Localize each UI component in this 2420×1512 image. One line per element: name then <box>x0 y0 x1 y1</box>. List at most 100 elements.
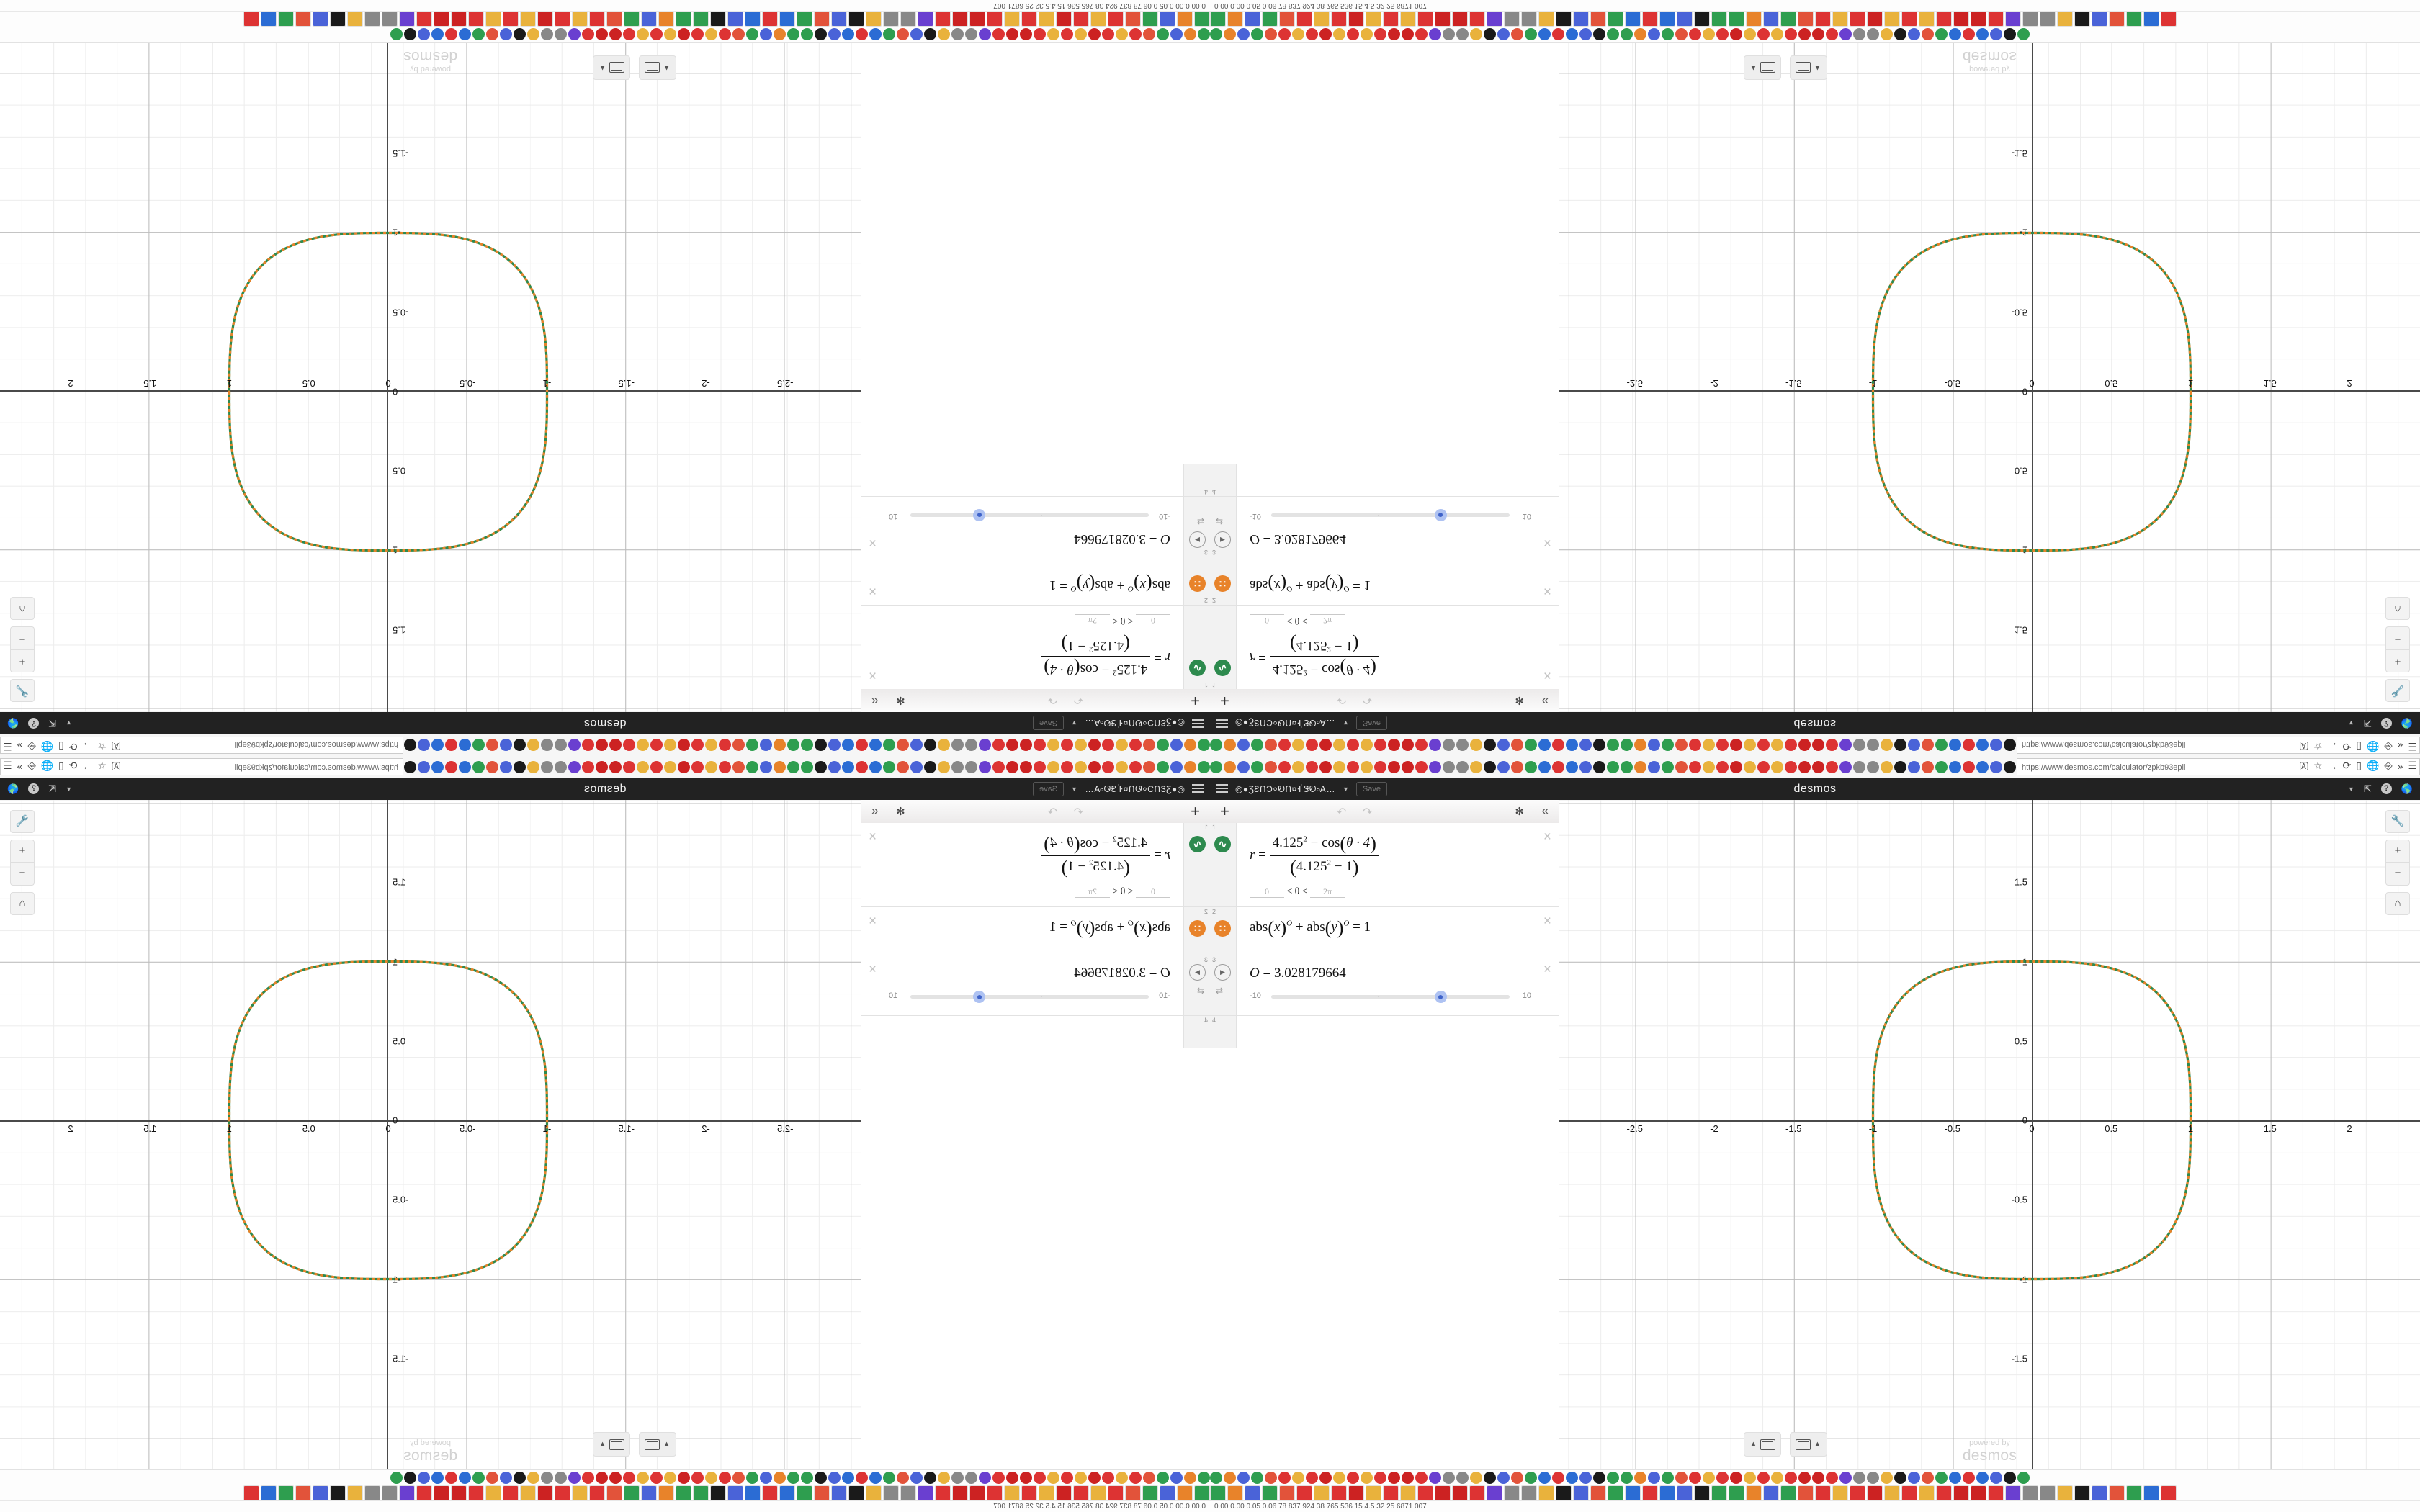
taskbar-row[interactable] <box>243 11 1210 27</box>
zoom-out-button[interactable]: − <box>10 863 35 886</box>
favicon-icon[interactable] <box>1744 760 1756 773</box>
favicon-icon[interactable] <box>719 1471 731 1484</box>
favicon-icon[interactable] <box>445 739 457 752</box>
domain-restriction[interactable]: 0 ≤ θ ≤ 2π <box>1250 614 1534 626</box>
favicon-icon[interactable] <box>503 1485 519 1501</box>
favicon-icon[interactable] <box>831 11 847 27</box>
graph-canvas[interactable]: -2.5-2-1.5-1-0.500.511.522.5 1.510.50-0.… <box>1559 800 2420 1470</box>
favicon-icon[interactable] <box>1075 28 1087 41</box>
zoom-out-button[interactable]: − <box>2385 626 2410 649</box>
favicon-icon[interactable] <box>650 1471 663 1484</box>
favicon-icon[interactable] <box>814 1485 830 1501</box>
favicon-icon[interactable] <box>1170 28 1183 41</box>
favicon-icon[interactable] <box>1675 760 1688 773</box>
favicon-icon[interactable] <box>623 28 635 41</box>
favicon-icon[interactable] <box>1361 739 1373 752</box>
favicon-icon[interactable] <box>1129 28 1142 41</box>
favicon-icon[interactable] <box>1894 28 1906 41</box>
favicon-icon[interactable] <box>1470 28 1482 41</box>
bookmark-bar-row-1[interactable] <box>1210 27 2030 42</box>
expression-row-1[interactable]: 1 ∿ × r = 4.1252 − cos(θ · 4) <box>1210 823 1559 907</box>
favicon-icon[interactable] <box>719 28 731 41</box>
favicon-icon[interactable] <box>678 1471 690 1484</box>
favicon-icon[interactable] <box>1815 11 1831 27</box>
favicon-icon[interactable] <box>1908 739 1920 752</box>
favicon-icon[interactable] <box>1400 1485 1416 1501</box>
favicon-icon[interactable] <box>1056 1485 1072 1501</box>
play-button-icon[interactable]: ▶ <box>1214 531 1231 548</box>
favicon-icon[interactable] <box>1456 739 1469 752</box>
favicon-icon[interactable] <box>1374 1471 1386 1484</box>
favicon-icon[interactable] <box>1881 739 1893 752</box>
favicon-icon[interactable] <box>746 739 758 752</box>
favicon-icon[interactable] <box>555 739 567 752</box>
favicon-icon[interactable] <box>1689 760 1701 773</box>
favicon-icon[interactable] <box>1142 11 1158 27</box>
favicon-icon[interactable] <box>1949 739 1961 752</box>
favicon-icon[interactable] <box>1593 28 1605 41</box>
favicon-icon[interactable] <box>787 1471 799 1484</box>
favicon-icon[interactable] <box>1039 1485 1054 1501</box>
favicon-icon[interactable] <box>623 1471 635 1484</box>
bookmark-bar-row-1[interactable] <box>1210 1470 2030 1485</box>
collapse-panel-button[interactable]: « <box>1541 804 1549 817</box>
delete-expression-button[interactable]: × <box>869 667 877 683</box>
favicon-icon[interactable] <box>1237 760 1250 773</box>
favicon-icon[interactable] <box>1292 1471 1304 1484</box>
keyboard-toggle-right[interactable]: ▲ <box>1790 1432 1827 1457</box>
favicon-icon[interactable] <box>445 1471 457 1484</box>
favicon-icon[interactable] <box>1417 1485 1433 1501</box>
expression-row-3[interactable]: 3 ▶ ⇄ × O = 3.028179664 <box>1210 496 1559 557</box>
convert-to-table-icon[interactable]: ⇄ <box>1216 516 1224 526</box>
favicon-icon[interactable] <box>1757 760 1770 773</box>
favicon-icon[interactable] <box>1826 28 1838 41</box>
favicon-icon[interactable] <box>1429 28 1441 41</box>
favicon-icon[interactable] <box>347 11 363 27</box>
favicon-icon[interactable] <box>434 11 449 27</box>
favicon-icon[interactable] <box>1832 11 1848 27</box>
favicon-icon[interactable] <box>1949 1471 1961 1484</box>
favicon-icon[interactable] <box>1227 1485 1243 1501</box>
zoom-out-button[interactable]: − <box>10 626 35 649</box>
favicon-icon[interactable] <box>1922 739 1934 752</box>
favicon-icon[interactable] <box>278 1485 294 1501</box>
expression-gutter[interactable]: 4 <box>1210 1016 1237 1048</box>
favicon-icon[interactable] <box>760 28 772 41</box>
forward-arrow-icon[interactable]: → <box>82 760 93 772</box>
undo-button[interactable]: ↶ <box>1073 806 1083 819</box>
star-icon[interactable]: ☆ <box>97 760 107 771</box>
forward-arrow-icon[interactable]: → <box>2327 740 2338 752</box>
expression-content[interactable]: × r = 4.1252 − cos(θ · 4) (4.1252 − 1) <box>1237 606 1559 689</box>
favicon-icon[interactable] <box>952 1485 968 1501</box>
favicon-icon[interactable] <box>1319 739 1332 752</box>
favicon-icon[interactable] <box>1075 739 1087 752</box>
favicon-icon[interactable] <box>897 760 909 773</box>
expression-gutter[interactable]: 3 ▶ ⇄ <box>1210 955 1237 1015</box>
domain-max-input[interactable]: 2π <box>1075 886 1110 898</box>
favicon-icon[interactable] <box>935 1485 951 1501</box>
favicon-icon[interactable] <box>828 1471 841 1484</box>
favicon-icon[interactable] <box>1469 1485 1485 1501</box>
favicon-icon[interactable] <box>910 1471 923 1484</box>
favicon-icon[interactable] <box>691 1471 704 1484</box>
favicon-icon[interactable] <box>719 739 731 752</box>
favicon-icon[interactable] <box>1388 739 1400 752</box>
favicon-icon[interactable] <box>1073 1485 1089 1501</box>
translate-icon[interactable]: 🇦 <box>112 741 121 752</box>
favicon-icon[interactable] <box>527 28 539 41</box>
favicon-icon[interactable] <box>979 28 991 41</box>
favicon-icon[interactable] <box>609 760 622 773</box>
favicon-icon[interactable] <box>1881 1471 1893 1484</box>
graph-controls[interactable]: 🔧 + − ⌂ <box>10 810 35 915</box>
favicon-icon[interactable] <box>691 760 704 773</box>
implicit-curve-swatch[interactable]: ∷ <box>1214 575 1231 592</box>
play-button-icon[interactable]: ▶ <box>1189 531 1206 548</box>
forward-arrow-icon[interactable]: → <box>82 740 93 752</box>
favicon-icon[interactable] <box>485 1485 501 1501</box>
favicon-icon[interactable] <box>1922 760 1934 773</box>
favicon-icon[interactable] <box>1648 760 1660 773</box>
favicon-icon[interactable] <box>658 1485 674 1501</box>
favicon-icon[interactable] <box>1484 739 1496 752</box>
favicon-icon[interactable] <box>1729 1485 1744 1501</box>
favicon-icon[interactable] <box>2022 11 2038 27</box>
